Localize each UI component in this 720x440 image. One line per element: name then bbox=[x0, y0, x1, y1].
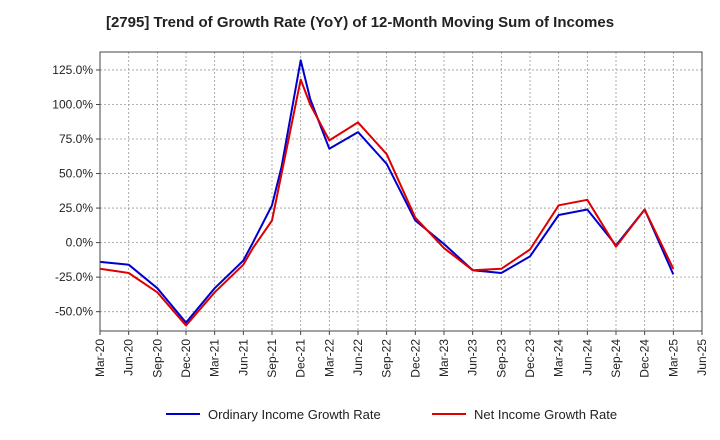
x-tick-label: Jun-24 bbox=[580, 339, 594, 376]
y-tick-label: 75.0% bbox=[59, 132, 93, 146]
y-tick-label: 25.0% bbox=[59, 201, 93, 215]
x-tick-label: Mar-24 bbox=[552, 339, 566, 377]
x-tick-label: Jun-21 bbox=[236, 339, 250, 376]
grid-layer bbox=[99, 52, 703, 331]
ordinary-income-growth-line bbox=[99, 59, 675, 324]
x-tick-label: Dec-24 bbox=[638, 339, 652, 378]
x-tick-label: Mar-25 bbox=[666, 339, 680, 377]
x-tick-label: Mar-23 bbox=[437, 339, 451, 377]
x-tick-label: Sep-21 bbox=[265, 339, 279, 378]
y-tick-label: 0.0% bbox=[66, 236, 94, 250]
x-tick-label: Mar-22 bbox=[322, 339, 336, 377]
y-tick-label: -50.0% bbox=[55, 305, 93, 319]
x-tick-label: Mar-21 bbox=[208, 339, 222, 377]
legend-label: Ordinary Income Growth Rate bbox=[208, 407, 381, 422]
x-tick-label: Dec-23 bbox=[523, 339, 537, 378]
x-tick-label: Sep-23 bbox=[494, 339, 508, 378]
x-tick-label: Sep-20 bbox=[150, 339, 164, 378]
x-tick-label: Jun-25 bbox=[695, 339, 709, 376]
x-axis: Mar-20 Jun-20 Sep-20 Dec-20 Mar-21 Jun-21 Sep-… bbox=[93, 331, 709, 378]
plot-frame bbox=[99, 51, 703, 332]
x-tick-label: Jun-22 bbox=[351, 339, 365, 376]
y-tick-label: 50.0% bbox=[59, 167, 93, 181]
y-tick-label: 125.0% bbox=[52, 63, 93, 77]
y-axis: 125.0% 100.0% 75.0% 50.0% 25.0% 0.0% -25.0% -50… bbox=[52, 63, 100, 319]
y-tick-label: -25.0% bbox=[55, 270, 93, 284]
x-tick-label: Jun-20 bbox=[122, 339, 136, 376]
net-income-growth-line bbox=[99, 78, 675, 327]
x-tick-label: Dec-22 bbox=[408, 339, 422, 378]
y-tick-label: 100.0% bbox=[52, 97, 93, 111]
legend: Ordinary Income Growth Rate Net Income Gr… bbox=[166, 407, 617, 422]
x-tick-label: Dec-20 bbox=[179, 339, 193, 378]
x-tick-label: Jun-23 bbox=[466, 339, 480, 376]
series-layer bbox=[99, 59, 675, 327]
x-tick-label: Sep-22 bbox=[380, 339, 394, 378]
legend-label: Net Income Growth Rate bbox=[474, 407, 617, 422]
x-tick-label: Mar-20 bbox=[93, 339, 107, 377]
x-tick-label: Dec-21 bbox=[294, 339, 308, 378]
x-tick-label: Sep-24 bbox=[609, 339, 623, 378]
chart-title: [2795] Trend of Growth Rate (YoY) of 12-… bbox=[105, 14, 615, 31]
